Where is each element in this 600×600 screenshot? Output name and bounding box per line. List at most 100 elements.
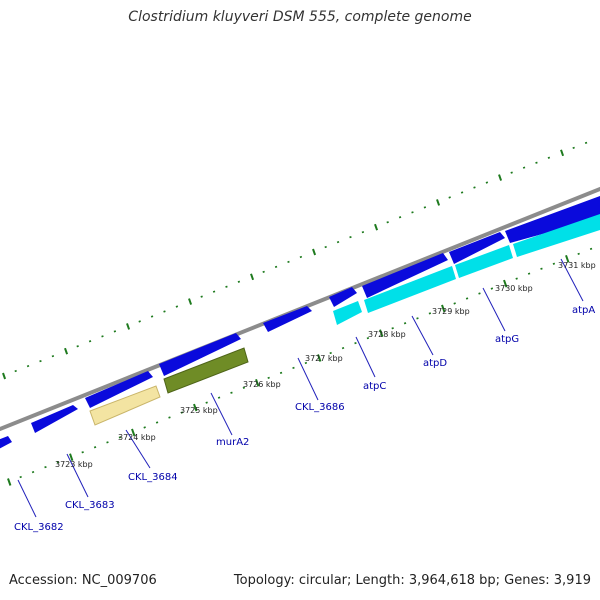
minor-tick (572, 146, 575, 149)
major-tick (374, 223, 379, 231)
gene-arrow (329, 287, 357, 307)
kbp-label: 3730 kbp (495, 284, 533, 293)
gene-label[interactable]: murA2 (216, 437, 249, 448)
minor-tick (386, 221, 389, 224)
major-tick (498, 174, 503, 181)
minor-tick (205, 401, 208, 404)
kbp-label: 3724 kbp (118, 433, 156, 442)
gene-arrow (362, 253, 448, 298)
gene-arrow (31, 405, 78, 433)
minor-tick (515, 277, 518, 280)
minor-tick (336, 240, 340, 244)
minor-tick (200, 295, 203, 298)
minor-tick (76, 345, 79, 348)
gene-arrow (263, 306, 312, 332)
minor-tick (279, 371, 283, 375)
major-tick (436, 199, 441, 206)
minor-tick (490, 287, 494, 290)
minor-tick (39, 359, 42, 363)
minor-tick (398, 216, 402, 219)
gene-block-cyan (513, 214, 600, 257)
minor-tick (411, 211, 414, 214)
minor-tick (26, 364, 30, 368)
gene-arrow (505, 196, 600, 243)
minor-tick (354, 341, 357, 345)
major-tick (379, 329, 384, 338)
minor-tick (175, 305, 179, 308)
inner-scale-ticks (7, 247, 593, 486)
gene-block-cyan (333, 301, 362, 325)
minor-tick (485, 181, 489, 184)
minor-tick (292, 366, 295, 370)
minor-tick (423, 206, 427, 209)
minor-tick (577, 252, 580, 255)
gene-block-olive (163, 347, 249, 394)
minor-tick (547, 156, 551, 159)
minor-tick (465, 297, 469, 300)
gene-label[interactable]: atpC (363, 381, 386, 392)
minor-tick (299, 255, 303, 259)
kbp-label: 3728 kbp (368, 330, 406, 339)
gene-label[interactable]: atpA (572, 305, 595, 316)
minor-tick (155, 421, 159, 424)
major-tick (503, 279, 508, 288)
minor-tick (212, 290, 216, 293)
kbp-label: 3723 kbp (55, 460, 93, 469)
minor-tick (453, 302, 456, 305)
minor-tick (589, 247, 593, 251)
minor-tick (14, 369, 17, 373)
minor-tick (262, 270, 265, 273)
minor-tick (230, 391, 233, 394)
genome-summary-text: Topology: circular; Length: 3,964,618 bp… (233, 573, 591, 588)
minor-tick (535, 161, 538, 164)
minor-tick (460, 191, 464, 194)
gene-label[interactable]: CKL_3683 (65, 500, 115, 511)
map-title: Clostridium kluyveri DSM 555, complete g… (128, 9, 472, 25)
minor-tick (324, 245, 327, 249)
minor-tick (106, 441, 109, 444)
gene-label[interactable]: atpD (423, 358, 447, 369)
kbp-label: 3731 kbp (558, 261, 596, 270)
minor-tick (304, 361, 308, 365)
minor-tick (163, 310, 166, 313)
major-tick (250, 273, 255, 281)
minor-tick (522, 166, 526, 169)
minor-tick (428, 312, 432, 315)
minor-tick (391, 327, 394, 330)
major-tick (560, 149, 565, 157)
gene-label[interactable]: CKL_3686 (295, 402, 345, 413)
minor-tick (217, 396, 221, 399)
gene-arrow (85, 371, 153, 408)
minor-tick (113, 330, 117, 333)
minor-tick (349, 235, 352, 239)
major-tick (69, 453, 74, 462)
minor-tick (101, 335, 104, 338)
major-tick (565, 254, 570, 263)
minor-tick (19, 475, 22, 479)
minor-tick (527, 272, 531, 275)
minor-tick (341, 346, 345, 350)
minor-tick (93, 446, 97, 449)
major-tick (312, 248, 317, 256)
minor-tick (540, 267, 543, 270)
minor-tick (448, 196, 451, 199)
minor-tick (138, 320, 141, 323)
gene-block-tan (89, 385, 161, 426)
outer-scale-ticks (2, 141, 588, 380)
major-tick (317, 354, 322, 362)
minor-tick (510, 171, 513, 174)
minor-tick (118, 436, 122, 439)
minor-tick (81, 451, 84, 454)
minor-tick (366, 337, 370, 340)
gene-arrow (159, 333, 241, 376)
gene-label[interactable]: CKL_3684 (128, 472, 178, 483)
gene-label[interactable]: CKL_3682 (14, 522, 64, 533)
minor-tick (584, 141, 588, 145)
gene-label[interactable]: atpG (495, 334, 519, 345)
kbp-label: 3729 kbp (432, 307, 470, 316)
minor-tick (56, 461, 60, 464)
minor-tick (274, 265, 278, 269)
major-tick (188, 298, 193, 305)
minor-tick (150, 315, 154, 318)
